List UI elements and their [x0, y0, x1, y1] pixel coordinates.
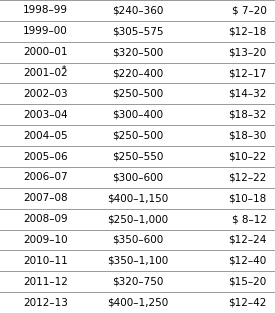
- Text: 2009–10: 2009–10: [23, 235, 68, 245]
- Text: 2012–13: 2012–13: [23, 298, 68, 308]
- Text: $ 8–12: $ 8–12: [232, 214, 267, 224]
- Text: $305–575: $305–575: [112, 26, 163, 36]
- Text: 1999–00: 1999–00: [23, 26, 68, 36]
- Text: $350–600: $350–600: [112, 235, 163, 245]
- Text: $12–42: $12–42: [228, 298, 267, 308]
- Text: $400–1,250: $400–1,250: [107, 298, 168, 308]
- Text: 2005–06: 2005–06: [23, 151, 68, 162]
- Text: $18–32: $18–32: [228, 110, 267, 120]
- Text: $ 7–20: $ 7–20: [232, 5, 267, 15]
- Text: 2003–04: 2003–04: [23, 110, 68, 120]
- Text: $15–20: $15–20: [229, 277, 267, 287]
- Text: $300–600: $300–600: [112, 172, 163, 182]
- Text: $14–32: $14–32: [228, 89, 267, 99]
- Text: $250–500: $250–500: [112, 131, 163, 141]
- Text: 2001–02: 2001–02: [23, 68, 68, 78]
- Text: $10–18: $10–18: [229, 193, 267, 203]
- Text: 2002–03: 2002–03: [23, 89, 68, 99]
- Text: $250–550: $250–550: [112, 151, 163, 162]
- Text: $12–18: $12–18: [228, 26, 267, 36]
- Text: $12–22: $12–22: [228, 172, 267, 182]
- Text: 2007–08: 2007–08: [23, 193, 68, 203]
- Text: 2008–09: 2008–09: [23, 214, 68, 224]
- Text: $12–17: $12–17: [228, 68, 267, 78]
- Text: $13–20: $13–20: [229, 47, 267, 57]
- Text: 2011–12: 2011–12: [23, 277, 68, 287]
- Text: $12–40: $12–40: [229, 256, 267, 266]
- Text: $12–24: $12–24: [228, 235, 267, 245]
- Text: $250–500: $250–500: [112, 89, 163, 99]
- Text: $220–400: $220–400: [112, 68, 163, 78]
- Text: $18–30: $18–30: [229, 131, 267, 141]
- Text: 2010–11: 2010–11: [23, 256, 68, 266]
- Text: $240–360: $240–360: [112, 5, 163, 15]
- Text: $250–1,000: $250–1,000: [107, 214, 168, 224]
- Text: $320–500: $320–500: [112, 47, 163, 57]
- Text: $10–22: $10–22: [229, 151, 267, 162]
- Text: 2004–05: 2004–05: [23, 131, 68, 141]
- Text: 1998–99: 1998–99: [23, 5, 68, 15]
- Text: $350–1,100: $350–1,100: [107, 256, 168, 266]
- Text: 2000–01: 2000–01: [23, 47, 68, 57]
- Text: *: *: [62, 65, 66, 74]
- Text: $300–400: $300–400: [112, 110, 163, 120]
- Text: 2006–07: 2006–07: [23, 172, 68, 182]
- Text: $320–750: $320–750: [112, 277, 163, 287]
- Text: $400–1,150: $400–1,150: [107, 193, 168, 203]
